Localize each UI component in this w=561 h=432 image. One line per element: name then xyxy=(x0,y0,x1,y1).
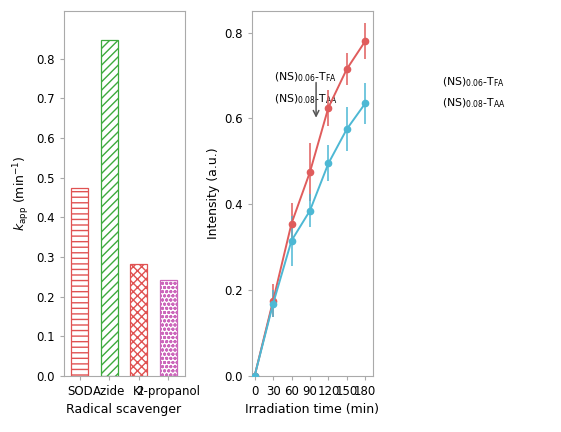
Y-axis label: Intensity (a.u.): Intensity (a.u.) xyxy=(207,148,220,239)
Bar xyxy=(71,188,88,376)
Text: (NS)$_{0.06}$-T$_{\mathrm{FA}}$: (NS)$_{0.06}$-T$_{\mathrm{FA}}$ xyxy=(442,75,505,89)
Bar xyxy=(130,264,148,376)
X-axis label: Irradiation time (min): Irradiation time (min) xyxy=(245,403,379,416)
Text: (NS)$_{0.08}$-T$_{\mathrm{AA}}$: (NS)$_{0.08}$-T$_{\mathrm{AA}}$ xyxy=(274,92,338,106)
Text: (NS)$_{0.08}$-T$_{\mathrm{AA}}$: (NS)$_{0.08}$-T$_{\mathrm{AA}}$ xyxy=(442,97,506,110)
Y-axis label: $k_{\mathrm{app}}$ (min$^{-1}$): $k_{\mathrm{app}}$ (min$^{-1}$) xyxy=(11,156,32,231)
Text: (NS)$_{0.06}$-T$_{\mathrm{FA}}$: (NS)$_{0.06}$-T$_{\mathrm{FA}}$ xyxy=(274,71,337,84)
X-axis label: Radical scavenger: Radical scavenger xyxy=(67,403,182,416)
Bar xyxy=(160,280,177,376)
Bar xyxy=(101,40,118,376)
